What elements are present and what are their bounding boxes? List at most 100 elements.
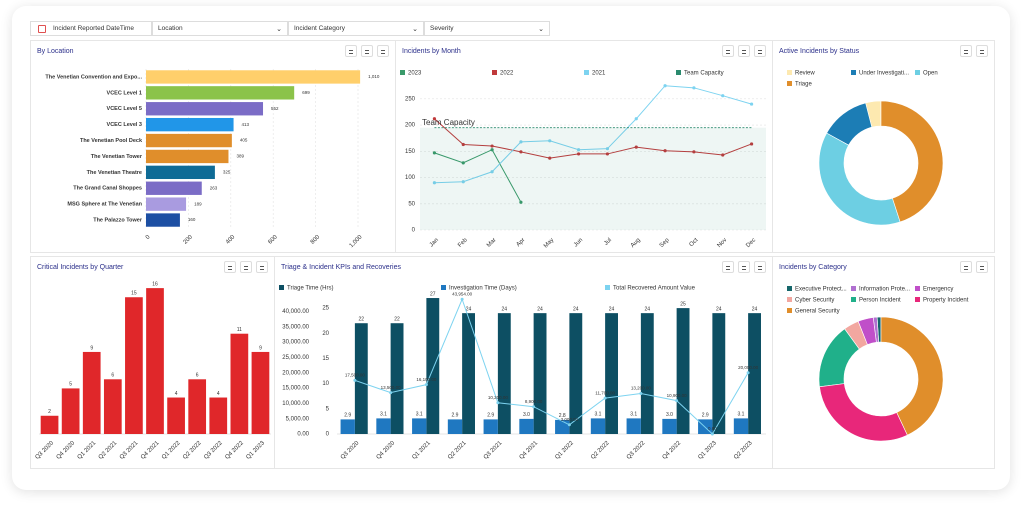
panel-icons <box>960 261 988 273</box>
x-tick-label: Apr <box>516 237 527 248</box>
icon-button[interactable] <box>738 45 750 57</box>
chevron: ⌄ <box>538 26 544 33</box>
panel: Incidents by Month 0 50 100 150 200 250 Jan Feb… <box>395 40 773 253</box>
icon-button[interactable] <box>345 45 357 57</box>
category-filter[interactable]: Incident Category ⌄ <box>288 21 424 36</box>
bar <box>640 313 654 434</box>
y2-tick-label: 25 <box>322 306 329 312</box>
chart: 2 Q3 2020 5 Q4 2020 9 Q1 2021 6 Q2 2021 15 Q3 202… <box>35 281 271 461</box>
location-filter[interactable]: Location ⌄ <box>152 21 288 36</box>
x-tick-label: Q2 2022 <box>182 440 203 461</box>
point <box>432 151 437 155</box>
bar <box>390 323 404 434</box>
point <box>567 423 571 427</box>
value-label: 3.1 <box>737 412 744 418</box>
icon-button[interactable] <box>377 45 389 57</box>
panel-icons <box>345 45 389 57</box>
point <box>389 391 393 395</box>
x-tick-label: Q3 2020 <box>35 440 56 461</box>
icon-button[interactable] <box>976 261 988 273</box>
y-tick-label: 15,000.00 <box>282 386 309 392</box>
value-label: 22 <box>394 317 400 323</box>
bar <box>146 197 187 211</box>
value-label: 10,200.00 <box>488 395 509 400</box>
panel-title: By Location <box>37 48 74 55</box>
x-tick-label: Q4 2020 <box>56 440 77 461</box>
date-filter[interactable]: Incident Reported DateTime <box>30 21 152 36</box>
point <box>353 378 357 382</box>
series-line <box>434 118 752 159</box>
bar <box>167 397 185 434</box>
point <box>460 297 464 301</box>
icon-button[interactable] <box>256 261 268 273</box>
icon-button[interactable] <box>976 45 988 57</box>
icon-button[interactable] <box>754 261 766 273</box>
y-tick-label: 0 <box>412 228 416 234</box>
panel-header: Incidents by Month <box>396 41 772 63</box>
icon-button[interactable] <box>738 261 750 273</box>
chart: Executive Protect... Information Prote...… <box>787 286 969 442</box>
bar <box>676 308 690 434</box>
icon-button[interactable] <box>722 45 734 57</box>
point <box>519 140 523 144</box>
series-line <box>434 149 522 203</box>
value-label: 0.00 <box>708 426 717 431</box>
point <box>710 432 714 436</box>
donut-slice <box>819 383 908 442</box>
legend-swatch <box>915 286 920 291</box>
x-tick-label: Q2 2021 <box>98 440 119 461</box>
bar <box>340 419 355 434</box>
panel-title: Incidents by Category <box>779 264 847 271</box>
icon-button[interactable] <box>722 261 734 273</box>
icon-button[interactable] <box>240 261 252 273</box>
legend-label: Open <box>923 71 938 77</box>
bar <box>146 133 232 148</box>
icon-button[interactable] <box>754 45 766 57</box>
x-tick-label: Jun <box>573 237 584 248</box>
bar <box>61 388 80 434</box>
bar <box>146 86 295 100</box>
bar <box>447 419 463 434</box>
y-tick-label: 10,000.00 <box>282 401 309 407</box>
icon-button[interactable] <box>224 261 236 273</box>
icon-button[interactable] <box>361 45 373 57</box>
value-label: 2.9 <box>702 413 709 419</box>
icon-button[interactable] <box>960 261 972 273</box>
bar <box>188 379 207 434</box>
severity-filter[interactable]: Severity ⌄ <box>424 21 550 36</box>
value-label: 3.1 <box>594 412 601 418</box>
value-label: 24 <box>502 306 508 312</box>
value-label: 413 <box>242 122 250 127</box>
bar <box>146 102 264 116</box>
point <box>692 86 696 90</box>
bar <box>733 418 749 434</box>
legend-swatch <box>441 285 446 290</box>
bar <box>82 351 101 434</box>
x-tick-label: May <box>543 237 555 249</box>
x-tick-label: Sep <box>659 237 671 249</box>
x-tick-label: Q2 2022 <box>590 440 611 461</box>
value-label: 9 <box>90 345 93 351</box>
panel-icons <box>960 45 988 57</box>
value-label: 17,500.00 <box>345 373 366 378</box>
panel: Incidents by Category Executive Protect.… <box>772 256 995 469</box>
legend-label: 2022 <box>500 71 514 77</box>
bar <box>146 149 229 164</box>
legend-swatch <box>279 285 284 290</box>
x-tick-label: 1,000 <box>349 234 364 249</box>
legend-label: Review <box>795 71 815 77</box>
legend-label: Cyber Security <box>795 298 834 304</box>
value-label: 4 <box>217 391 220 397</box>
y2-tick-label: 0 <box>326 432 330 438</box>
point <box>532 405 536 409</box>
bar <box>519 418 534 434</box>
legend-swatch <box>787 81 792 86</box>
category-label: The Palazzo Tower <box>93 218 143 224</box>
legend-label: Person Incident <box>859 298 901 304</box>
value-label: 24 <box>537 306 543 312</box>
bar <box>569 313 583 434</box>
value-label: 263 <box>210 185 218 190</box>
icon-button[interactable] <box>960 45 972 57</box>
value-label: 24 <box>716 306 722 312</box>
y-tick-label: 150 <box>405 149 416 155</box>
